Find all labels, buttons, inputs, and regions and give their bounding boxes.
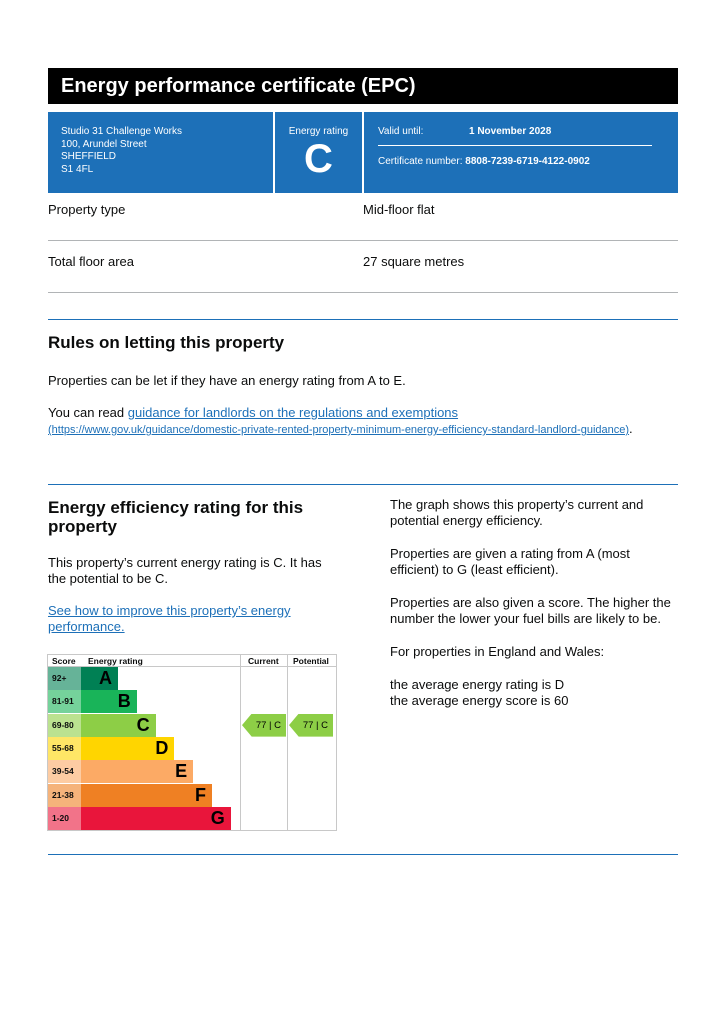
certificate-block: Valid until: 1 November 2028 Certificate … (364, 112, 678, 193)
score-a: 92+ (48, 667, 81, 690)
band-a: A (81, 667, 118, 690)
improve-link[interactable]: See how to improve this property’s energ… (48, 603, 291, 634)
guidance-url-link[interactable]: (https://www.gov.uk/guidance/domestic-pr… (48, 424, 630, 436)
section-divider (48, 854, 678, 855)
energy-rating-label: Energy rating (288, 126, 349, 137)
rules-text: Properties can be let if they have an en… (48, 373, 406, 388)
valid-until-value: 1 November 2028 (469, 126, 552, 137)
header-score: Score (52, 656, 76, 666)
info-text: For properties in England and Wales: (390, 644, 605, 659)
band-f: F (81, 783, 212, 807)
efficiency-text: This property’s current energy rating is… (48, 555, 322, 586)
certificate-number: 8808-7239-6719-4122-0902 (465, 156, 590, 167)
info-text: The graph shows this property’s current … (390, 497, 644, 528)
header-energy-rating: Energy rating (88, 656, 143, 666)
band-c: C (81, 713, 156, 737)
score-b: 81-91 (48, 690, 81, 714)
valid-until-label: Valid until: (378, 126, 424, 137)
row-value: 27 square metres (363, 254, 465, 269)
score-d: 55-68 (48, 736, 81, 760)
score-c: 69-80 (48, 713, 81, 737)
average-score: the average energy score is 60 (390, 693, 569, 708)
band-e: E (81, 760, 194, 784)
address-line: 100, Arundel Street (61, 138, 147, 150)
average-rating: the average energy rating is D (390, 677, 565, 692)
row-label: Property type (48, 202, 126, 217)
property-type-row: Property type Mid-floor flat (48, 188, 678, 241)
band-d: D (81, 736, 175, 760)
score-g: 1-20 (48, 806, 81, 830)
energy-rating-value: C (304, 137, 333, 181)
address-block: Studio 31 Challenge Works 100, Arundel S… (48, 112, 273, 193)
certificate-label: Certificate number: (378, 156, 463, 167)
band-g: G (81, 806, 231, 830)
rules-heading: Rules on letting this property (48, 333, 285, 352)
text: . (629, 421, 633, 436)
address-line: S1 4FL (61, 163, 94, 175)
header-potential: Potential (293, 656, 329, 666)
band-b: B (81, 690, 137, 714)
floor-area-row: Total floor area 27 square metres (48, 240, 678, 293)
info-text: Properties are given a rating from A (mo… (390, 546, 630, 577)
address-line: Studio 31 Challenge Works (61, 126, 182, 137)
column-divider (287, 655, 288, 830)
section-divider (48, 319, 678, 320)
header-divider (48, 666, 336, 667)
energy-rating-block: Energy rating C (275, 112, 362, 193)
score-e: 39-54 (48, 760, 81, 784)
section-divider (48, 484, 678, 485)
info-text: Properties are also given a score. The h… (390, 595, 671, 626)
efficiency-heading: Energy efficiency rating for this proper… (48, 498, 304, 536)
page-title: Energy performance certificate (EPC) (48, 68, 678, 104)
row-value: Mid-floor flat (363, 202, 435, 217)
address-line: SHEFFIELD (61, 151, 117, 162)
guidance-link[interactable]: guidance for landlords on the regulation… (127, 405, 459, 420)
divider (378, 145, 652, 146)
text: You can read (48, 405, 128, 420)
energy-rating-graph: Score Energy rating Current Potential 92… (47, 654, 337, 831)
column-divider (240, 655, 241, 830)
header-current: Current (248, 656, 279, 666)
rules-guidance: You can read guidance for landlords on t… (48, 405, 648, 438)
row-label: Total floor area (48, 254, 134, 269)
potential-rating-arrow: 77 | C (289, 713, 333, 737)
score-f: 21-38 (48, 783, 81, 807)
current-rating-arrow: 77 | C (242, 713, 286, 737)
